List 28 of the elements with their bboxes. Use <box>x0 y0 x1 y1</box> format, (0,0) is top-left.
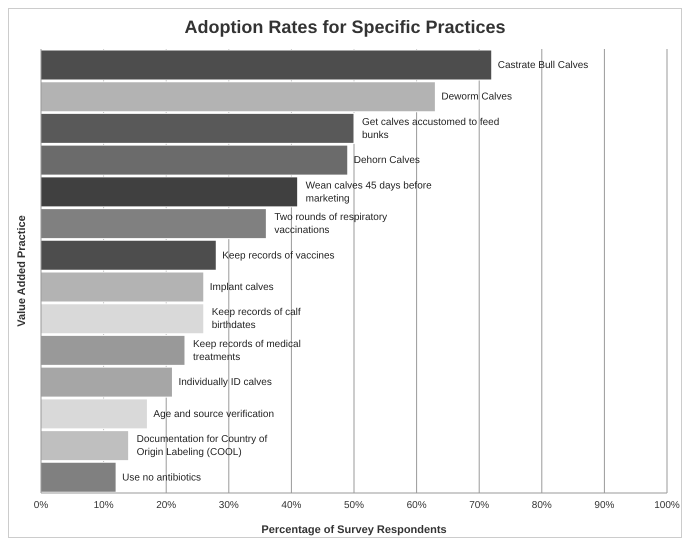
y-axis-title: Value Added Practice <box>16 215 28 327</box>
y-tick-label: Documentation for Country of Origin Labeling (COOL) <box>136 434 268 458</box>
y-tick-label: Wean calves 45 days before marketing <box>306 180 432 204</box>
y-tick-label: Castrate Bull Calves <box>498 60 588 71</box>
y-tick-label: Keep records of vaccines <box>222 250 335 261</box>
y-tick-label: Keep records of medical treatments <box>192 338 301 363</box>
x-tick-label: 50% <box>344 500 364 512</box>
x-tick-label: 80% <box>532 500 552 512</box>
x-axis-title: Percentage of Survey Respondents <box>261 524 447 536</box>
y-tick-label: Dehorn Calves <box>354 154 420 166</box>
x-tick-label: 10% <box>94 500 114 512</box>
y-tick-label: Use no antibiotics <box>122 472 202 483</box>
x-tick-label: 60% <box>406 500 427 512</box>
chart-title: Adoption Rates for Specific Practices <box>183 16 507 39</box>
x-tick-label: 30% <box>218 500 239 512</box>
y-tick-label: Get calves accustomed to feed bunks <box>362 116 500 141</box>
x-tick-label: 40% <box>281 500 302 512</box>
y-tick-label: Keep records of calf birthdates <box>212 306 301 331</box>
y-tick-label: Age and source verification <box>153 408 274 420</box>
y-tick-label: Implant calves <box>210 282 274 293</box>
x-tick-label: 20% <box>156 500 176 512</box>
x-tick-label: 90% <box>594 500 615 512</box>
x-tick-label: 0% <box>34 500 48 512</box>
y-tick-label: Two rounds of respiratory vaccinations <box>274 212 388 236</box>
x-tick-label: 70% <box>469 500 490 512</box>
x-tick-label: 100% <box>654 500 680 512</box>
y-tick-label: Individually ID calves <box>178 376 272 388</box>
y-tick-label: Deworm Calves <box>441 91 512 102</box>
